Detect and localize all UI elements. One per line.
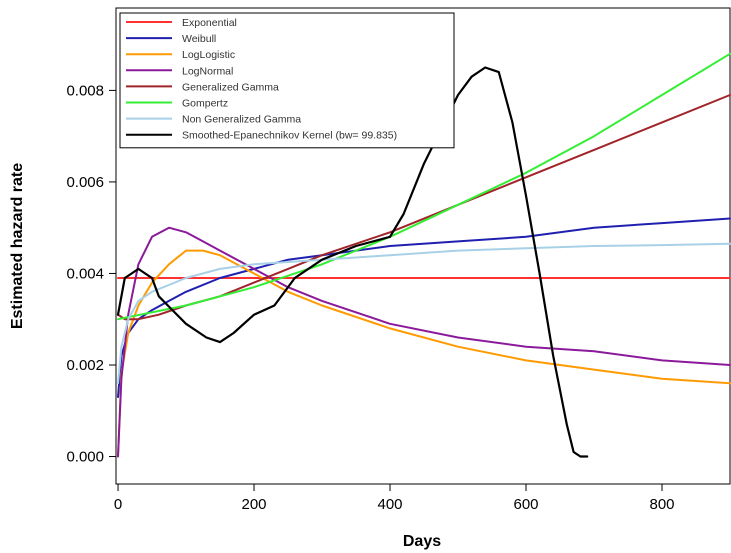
legend-label: LogLogistic — [182, 49, 235, 61]
x-axis: 0 200 400 600 800 — [114, 484, 675, 513]
y-tick-label: 0.008 — [66, 82, 104, 99]
series-line-lognormal — [117, 226, 731, 458]
legend-label: Weibull — [182, 33, 216, 45]
y-tick-label: 0.004 — [66, 265, 104, 282]
legend-label: Gompertz — [182, 98, 228, 110]
x-tick-label: 400 — [378, 496, 403, 513]
legend-label: Generalized Gamma — [182, 81, 279, 93]
x-tick-label: 0 — [114, 496, 122, 513]
legend-box — [119, 12, 455, 149]
y-axis-title: Estimated hazard rate — [9, 163, 26, 329]
y-tick-label: 0.002 — [66, 357, 104, 374]
legend-label: Exponential — [182, 17, 237, 29]
plot-frame — [115, 7, 731, 485]
series-line-generalized-gamma — [117, 94, 731, 321]
x-axis-title: Days — [403, 533, 441, 550]
series-line-smoothed-epanechnikov-kernel-bw-99-835 — [116, 66, 589, 458]
x-tick-label: 800 — [649, 496, 674, 513]
legend: Exponential Weibull LogLogistic LogNormal Ge… — [119, 12, 455, 149]
x-tick-label: 200 — [242, 496, 267, 513]
x-tick-label: 600 — [513, 496, 538, 513]
series-line-loglogistic — [117, 249, 731, 458]
legend-label: Smoothed-Epanechnikov Kernel (bw= 99.835… — [182, 130, 397, 142]
legend-label: Non Generalized Gamma — [182, 114, 301, 126]
series-line-gompertz — [117, 52, 731, 321]
legend-label: LogNormal — [182, 65, 233, 77]
series-layer — [116, 52, 731, 458]
series-line-non-generalized-gamma — [117, 242, 731, 385]
y-axis: 0.000 0.002 0.004 0.006 0.008 — [66, 82, 116, 466]
y-tick-label: 0.000 — [66, 449, 104, 466]
y-tick-label: 0.006 — [66, 174, 104, 191]
